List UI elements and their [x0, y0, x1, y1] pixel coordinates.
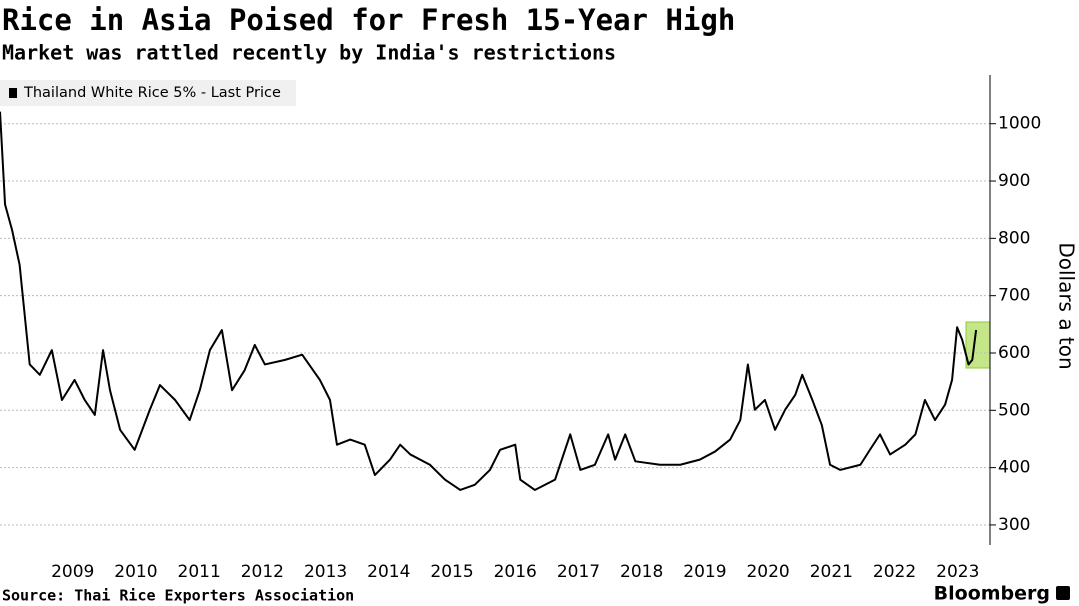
x-tick-label: 2009	[51, 562, 94, 582]
y-tick-label: 1000	[998, 114, 1041, 134]
y-axis-label: Dollars a ton	[1055, 242, 1079, 369]
y-tick-label: 500	[998, 400, 1030, 420]
x-tick-label: 2018	[620, 562, 663, 582]
y-tick-label: 800	[998, 228, 1030, 248]
legend-swatch	[9, 88, 17, 98]
legend: Thailand White Rice 5% - Last Price	[0, 80, 296, 106]
x-tick-label: 2012	[241, 562, 284, 582]
x-tick-label: 2013	[304, 562, 347, 582]
y-tick-label: 900	[998, 171, 1030, 191]
x-tick-label: 2016	[494, 562, 537, 582]
source: Source: Thai Rice Exporters Association	[2, 587, 354, 605]
x-tick-label: 2011	[178, 562, 221, 582]
brand-icon	[1056, 586, 1070, 600]
x-tick-label: 2015	[430, 562, 473, 582]
x-tick-label: 2023	[936, 562, 979, 582]
brand: Bloomberg	[934, 583, 1050, 605]
highlight-box	[965, 321, 991, 369]
line	[0, 111, 978, 491]
legend-label: Thailand White Rice 5% - Last Price	[23, 85, 281, 101]
chart-title: Rice in Asia Poised for Fresh 15-Year Hi…	[2, 3, 735, 37]
y-tick-label: 300	[998, 515, 1030, 535]
y-tick-label: 700	[998, 286, 1030, 306]
x-tick-label: 2020	[746, 562, 789, 582]
y-tick-label: 400	[998, 458, 1030, 478]
legend-box	[0, 80, 296, 106]
x-tick-label: 2022	[873, 562, 916, 582]
x-tick-label: 2010	[114, 562, 157, 582]
x-tick-label: 2019	[683, 562, 726, 582]
x-tick-label: 2017	[557, 562, 600, 582]
chart-subtitle: Market was rattled recently by India's r…	[2, 41, 616, 65]
y-tick-label: 600	[998, 343, 1030, 363]
x-tick-label: 2014	[367, 562, 410, 582]
x-tick-label: 2021	[810, 562, 853, 582]
